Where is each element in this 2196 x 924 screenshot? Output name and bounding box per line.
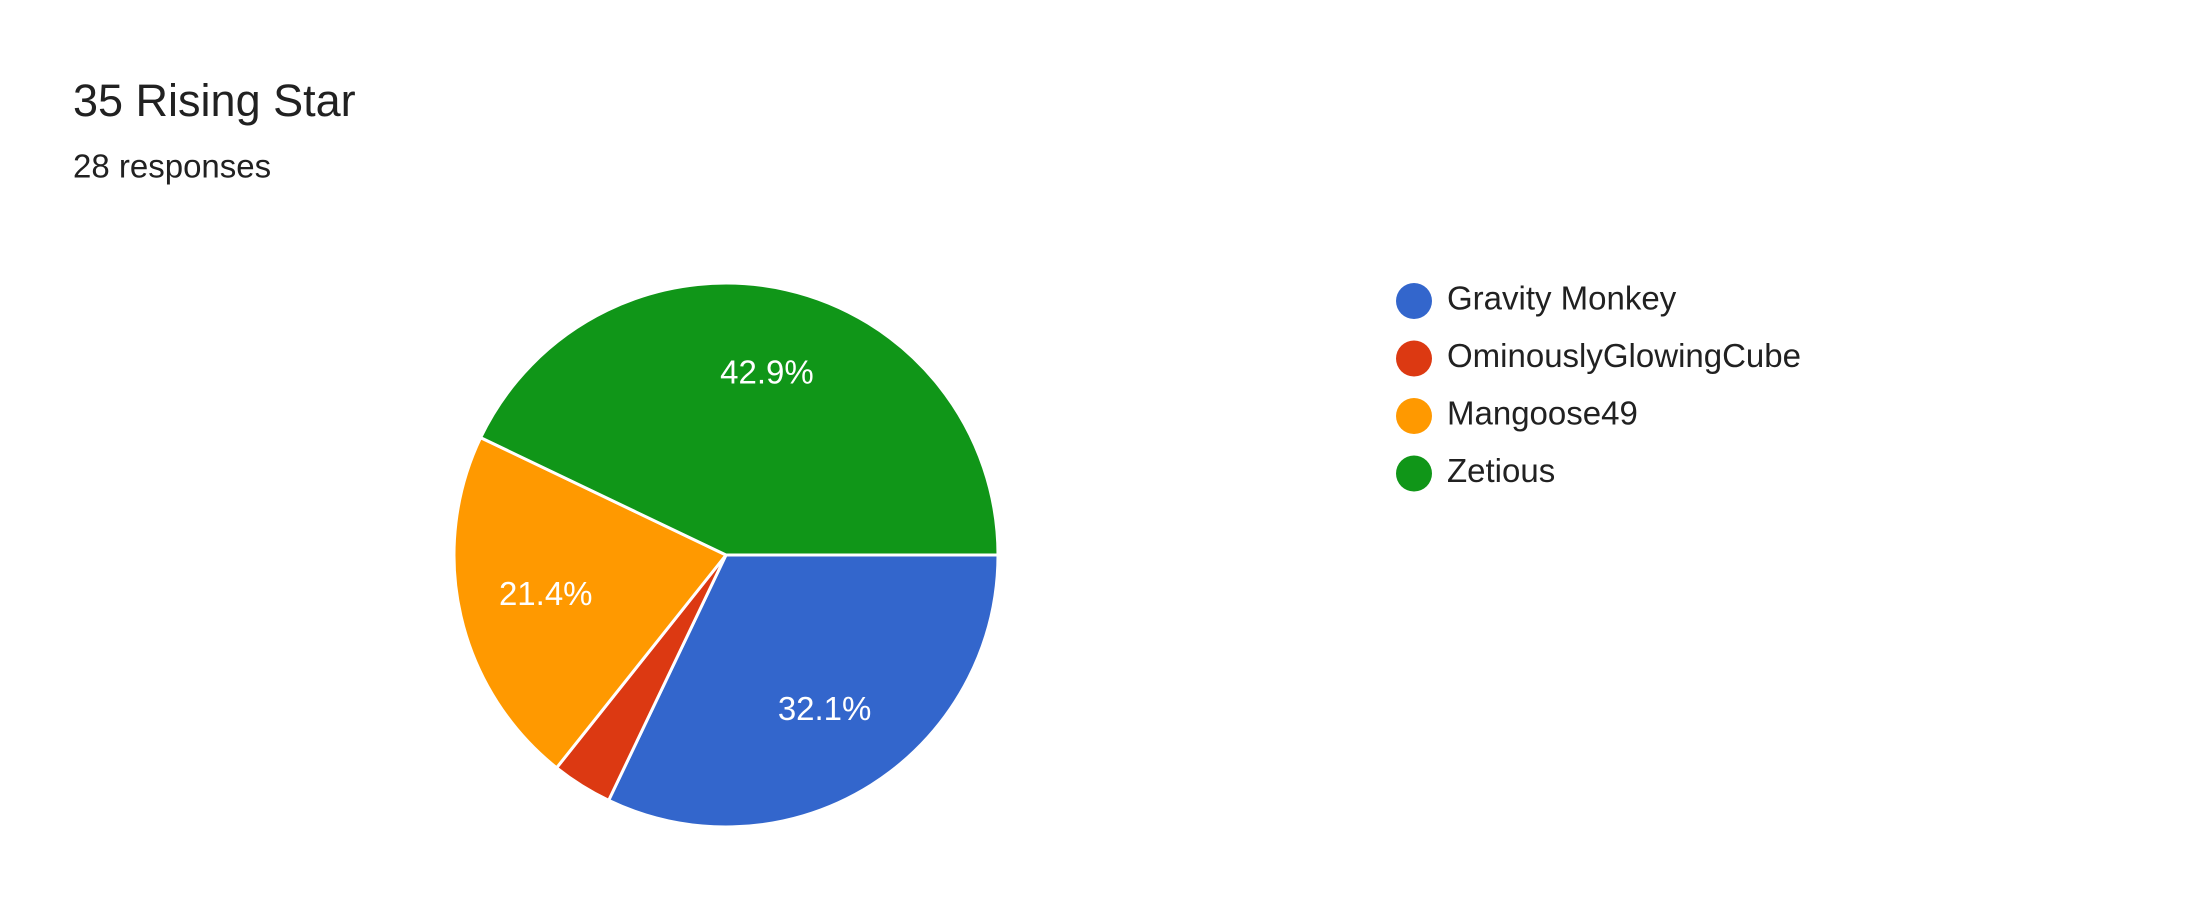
pie-slice	[606, 553, 1000, 829]
pie-slice	[478, 281, 1000, 557]
slice-label: 42.9%	[720, 353, 814, 390]
legend-label: Gravity Monkey	[1447, 280, 1677, 317]
legend-swatch	[1396, 283, 1432, 319]
legend-swatch	[1396, 340, 1432, 377]
pie-slice	[452, 435, 729, 770]
legend-label: OminouslyGlowingCube	[1447, 337, 1801, 374]
slice-label: 21.4%	[499, 575, 593, 612]
slice-label: 32.1%	[778, 690, 872, 727]
legend-label: Zetious	[1447, 452, 1555, 489]
legend-swatch	[1396, 398, 1432, 434]
chart-subtitle: 28 responses	[73, 148, 271, 185]
legend-swatch	[1396, 455, 1432, 492]
legend-label: Mangoose49	[1447, 395, 1638, 432]
chart-title: 35 Rising Star	[73, 75, 356, 126]
